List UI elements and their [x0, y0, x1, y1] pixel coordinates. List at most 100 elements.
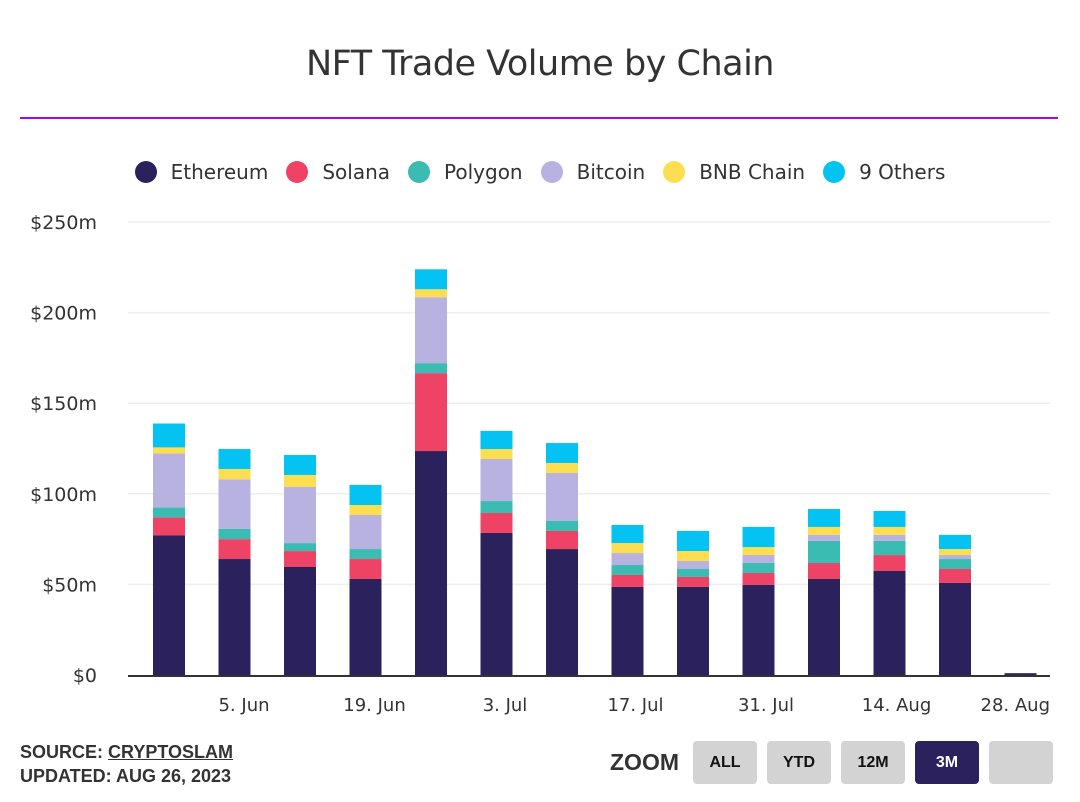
bar-segment-polygon: [873, 540, 906, 556]
zoom-controls: ZOOM ALL YTD 12M 3M: [610, 741, 1063, 784]
bar-segment-ethereum: [349, 578, 382, 675]
bar-segment-bnb-chain: [677, 551, 709, 562]
x-tick-label: 5. Jun: [218, 695, 269, 716]
bar-segment-9-others: [808, 509, 840, 527]
zoom-button-3m[interactable]: 3M: [915, 741, 979, 784]
legend-label: Bitcoin: [576, 160, 646, 184]
source-link[interactable]: CRYPTOSLAM: [108, 742, 234, 762]
bar-segment-ethereum: [808, 578, 840, 675]
x-tick-label: 14. Aug: [862, 695, 932, 716]
legend-marker: [540, 161, 563, 183]
x-tick-label: 19. Jun: [343, 695, 405, 716]
bar-segment-solana: [677, 576, 709, 587]
bar-segment-bnb-chain: [284, 474, 316, 487]
footer: SOURCE: CRYPTOSLAM UPDATED: AUG 26, 2023: [20, 740, 233, 788]
bar-segment-solana: [284, 551, 316, 568]
bar-segment-bitcoin: [742, 555, 775, 564]
bar-segment-ethereum: [415, 451, 447, 675]
bar-segment-9-others: [939, 534, 971, 550]
legend-label: Ethereum: [170, 160, 269, 184]
bar-segment-solana: [742, 572, 775, 585]
legend-marker: [663, 161, 686, 183]
bar-segment-solana: [546, 530, 578, 550]
x-tick-label: 31. Jul: [738, 695, 794, 716]
source-label: SOURCE:: [20, 742, 109, 762]
bar-segment-ethereum: [1004, 673, 1037, 675]
bar-segment-bitcoin: [349, 515, 382, 550]
bar-segment-polygon: [808, 540, 840, 564]
legend-item-9-others[interactable]: 9 Others: [823, 160, 945, 184]
bar-segment-bitcoin: [677, 561, 709, 569]
legend-item-ethereum[interactable]: Ethereum: [134, 160, 269, 184]
bar-segment-9-others: [218, 449, 251, 469]
bar-segment-ethereum: [939, 582, 971, 675]
bar-segment-solana: [415, 373, 447, 452]
bar-segment-bnb-chain: [153, 447, 185, 454]
bar-segment-polygon: [742, 563, 775, 573]
legend-marker: [408, 161, 431, 183]
bar-segment-ethereum: [546, 549, 578, 675]
y-tick-label: $0: [73, 665, 97, 687]
updated-label: UPDATED: AUG 26, 2023: [20, 766, 232, 786]
title-divider: [20, 117, 1058, 119]
zoom-button-12m[interactable]: 12M: [841, 741, 905, 784]
chart-title: NFT Trade Volume by Chain: [306, 44, 774, 84]
bar-segment-polygon: [611, 565, 644, 575]
bar-segment-bitcoin: [415, 297, 447, 364]
bar-segment-ethereum: [611, 586, 644, 675]
legend-item-bnb-chain[interactable]: BNB Chain: [663, 160, 805, 184]
bar-segment-9-others: [415, 269, 447, 290]
legend-label: BNB Chain: [699, 160, 806, 184]
bar-segment-bnb-chain: [742, 547, 775, 556]
legend-marker: [134, 161, 157, 183]
x-tick-label: 28. Aug: [981, 695, 1051, 716]
legend-marker: [286, 161, 309, 183]
legend: Ethereum Solana Polygon Bitcoin BNB Chain 9 O…: [0, 160, 1080, 184]
bar-segment-bitcoin: [808, 534, 840, 541]
zoom-button-all[interactable]: ALL: [693, 741, 757, 784]
bar-segment-bnb-chain: [480, 449, 513, 460]
bar-segment-9-others: [742, 526, 775, 548]
legend-item-solana[interactable]: Solana: [286, 160, 390, 184]
bar-segment-9-others: [677, 530, 709, 552]
bar-segment-bitcoin: [218, 479, 251, 529]
bar-segment-polygon: [153, 507, 185, 518]
bar-segment-solana: [218, 539, 251, 560]
bar-segment-ethereum: [218, 559, 251, 675]
bar-segment-solana: [153, 517, 185, 536]
bar-segment-9-others: [546, 443, 578, 463]
bar-segment-solana: [480, 513, 513, 533]
x-tick-label: 17. Jul: [607, 695, 663, 716]
bar-segment-bitcoin: [480, 459, 513, 502]
bar-segment-9-others: [873, 511, 906, 527]
y-tick-label: $250m: [30, 212, 97, 234]
bar-segment-ethereum: [873, 570, 906, 675]
bar-segment-bnb-chain: [415, 289, 447, 298]
bar-segment-solana: [939, 568, 971, 583]
bar-segment-bitcoin: [873, 534, 906, 541]
bar-segment-9-others: [284, 455, 316, 475]
bar-segment-9-others: [611, 524, 644, 544]
bar-segment-bitcoin: [284, 486, 316, 544]
bar-segment-bitcoin: [153, 453, 185, 508]
legend-item-polygon[interactable]: Polygon: [408, 160, 523, 184]
y-tick-label: $50m: [42, 574, 97, 596]
zoom-button-ytd[interactable]: YTD: [767, 741, 831, 784]
bar-segment-polygon: [677, 568, 709, 577]
bar-segment-bitcoin: [939, 555, 971, 560]
bar-segment-ethereum: [284, 567, 316, 675]
bar-segment-polygon: [480, 501, 513, 514]
legend-label: Polygon: [444, 160, 523, 184]
zoom-button-blank[interactable]: [989, 741, 1053, 784]
y-tick-label: $200m: [30, 303, 97, 325]
bar-segment-bnb-chain: [808, 526, 840, 535]
bar-segment-solana: [873, 555, 906, 571]
x-tick-label: 3. Jul: [483, 695, 528, 716]
legend-label: 9 Others: [859, 160, 946, 184]
bar-segment-ethereum: [677, 586, 709, 675]
bar-segment-bnb-chain: [611, 543, 644, 554]
bar-segment-polygon: [218, 528, 251, 540]
bar-segment-solana: [349, 559, 382, 579]
legend-item-bitcoin[interactable]: Bitcoin: [540, 160, 646, 184]
